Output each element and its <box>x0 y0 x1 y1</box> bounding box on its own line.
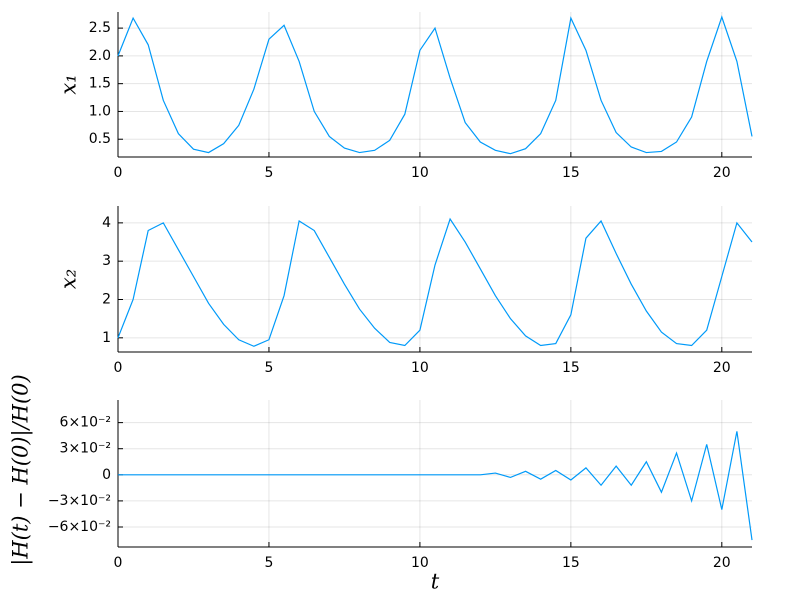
x-tick-label: 10 <box>411 165 429 181</box>
y-tick-label: 6×10⁻² <box>60 415 111 431</box>
y-tick-label: 2 <box>102 292 111 308</box>
x-tick-label: 10 <box>411 360 429 376</box>
x-tick-label: 20 <box>713 555 731 571</box>
y-tick-label: 1.0 <box>89 103 111 119</box>
y-tick-label: 3×10⁻² <box>60 441 111 457</box>
y-tick-label: 0.5 <box>89 131 111 147</box>
y-axis-label: |H(t) − H(0)|/H(0) <box>9 374 34 565</box>
y-tick-label: 2.0 <box>89 48 111 64</box>
x-tick-label: 20 <box>713 165 731 181</box>
data-line <box>117 217 753 347</box>
x-axis-label: t <box>431 570 440 594</box>
data-line <box>117 15 753 155</box>
x-tick-label: 15 <box>562 165 580 181</box>
x-tick-label: 5 <box>264 360 273 376</box>
y-axis-label: x₂ <box>57 269 81 289</box>
y-tick-label: 3 <box>102 253 111 269</box>
y-tick-label: 1 <box>102 330 111 346</box>
x-tick-label: 15 <box>562 555 580 571</box>
x-tick-label: 0 <box>114 555 123 571</box>
y-tick-label: 0 <box>102 467 111 483</box>
y-tick-label: 1.5 <box>89 76 111 92</box>
x-tick-label: 20 <box>713 360 731 376</box>
x-tick-label: 10 <box>411 555 429 571</box>
y-axis-label: x₁ <box>57 74 81 94</box>
x-tick-label: 5 <box>264 165 273 181</box>
x-tick-label: 15 <box>562 360 580 376</box>
x-tick-label: 0 <box>114 360 123 376</box>
data-line <box>118 431 753 541</box>
y-tick-label: 2.5 <box>89 20 111 36</box>
x-tick-label: 0 <box>114 165 123 181</box>
y-tick-label: −6×10⁻² <box>48 519 111 535</box>
x-tick-label: 5 <box>264 555 273 571</box>
y-tick-label: −3×10⁻² <box>48 493 111 509</box>
y-tick-label: 4 <box>102 215 111 231</box>
